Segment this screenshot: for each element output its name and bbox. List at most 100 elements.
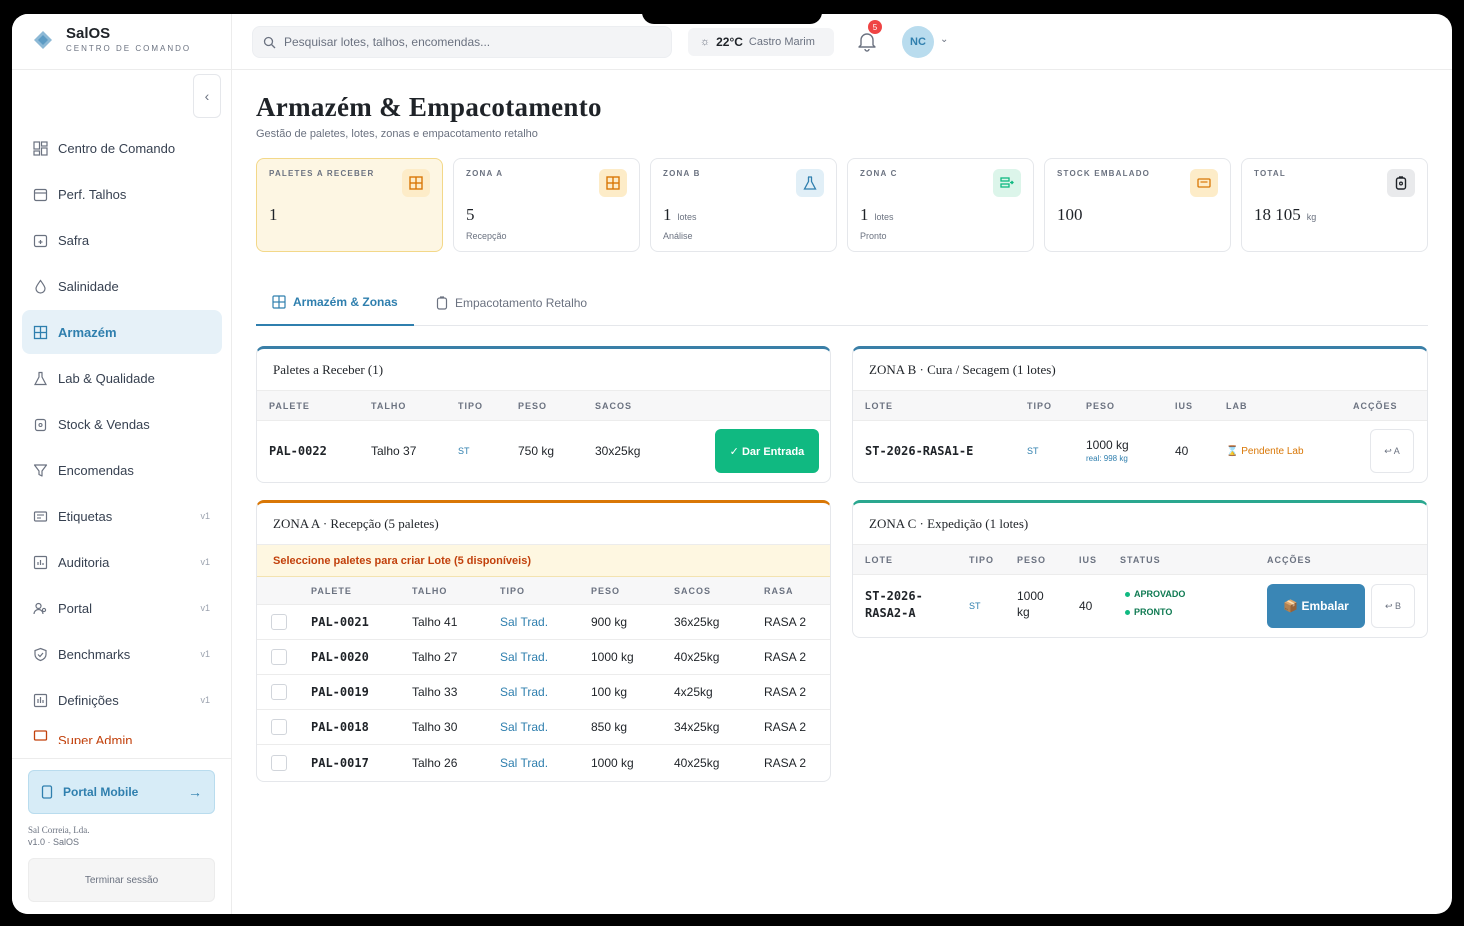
sidebar-item-salinidade[interactable]: Salinidade — [22, 264, 222, 308]
kpi-subtext: Análise — [663, 231, 693, 241]
col-talho: TALHO — [371, 400, 407, 411]
palete-id: PAL-0020 — [311, 650, 369, 664]
sidebar-item-centro-de-comando[interactable]: Centro de Comando — [22, 126, 222, 170]
sidebar-item-definicoes[interactable]: Definições v1 — [22, 678, 222, 722]
move-back-b-button[interactable]: ↩ B — [1371, 584, 1415, 628]
rasa: RASA 2 — [764, 650, 807, 664]
table-header: LOTE TIPO PESO IUS LAB ACÇÕES — [853, 391, 1427, 421]
move-back-a-button[interactable]: ↩ A — [1370, 429, 1414, 473]
chevron-left-icon: ‹ — [204, 88, 210, 104]
sidebar-item-safra[interactable]: Safra — [22, 218, 222, 262]
dar-entrada-button[interactable]: ✓ Dar Entrada — [715, 429, 819, 473]
peso: 1000 kg — [1086, 438, 1129, 452]
talho: Talho 30 — [412, 720, 458, 734]
peso: 850 kg — [591, 720, 628, 734]
kpi-number: 100 — [1057, 205, 1083, 224]
table-row: PAL-0022 Talho 37 ST 750 kg 30x25kg ✓ Da… — [257, 421, 830, 481]
brand[interactable]: SalOS CENTRO DE COMANDO — [32, 26, 191, 53]
notification-badge: 5 — [868, 20, 882, 34]
search-input[interactable]: Pesquisar lotes, talhos, encomendas... — [252, 26, 672, 58]
zona-b-panel: ZONA B · Cura / Secagem (1 lotes) LOTE T… — [852, 346, 1428, 483]
col-rasa: RASA — [764, 585, 794, 596]
status-aprovado-badge: APROVADO — [1125, 589, 1185, 599]
weather-widget: ☼ 22°C Castro Marim — [688, 28, 834, 56]
sidebar-item-perf-talhos[interactable]: Perf. Talhos — [22, 172, 222, 216]
kpi-label: ZONA C — [860, 169, 898, 178]
row-checkbox[interactable] — [271, 719, 287, 735]
sacos: 30x25kg — [595, 444, 641, 458]
rasa: RASA 2 — [764, 615, 807, 629]
portal-mobile-label: Portal Mobile — [63, 785, 139, 799]
sun-icon: ☼ — [700, 36, 711, 48]
kpi-number: 1 — [663, 205, 672, 224]
col-tipo: TIPO — [500, 585, 526, 596]
kpi-card[interactable]: STOCK EMBALADO 100 — [1044, 158, 1231, 252]
row-checkbox[interactable] — [271, 684, 287, 700]
kpi-card[interactable]: ZONA C 1 lotes Pronto — [847, 158, 1034, 252]
settings-icon — [32, 692, 48, 708]
sidebar-item-benchmarks[interactable]: Benchmarks v1 — [22, 632, 222, 676]
sidebar-item-super-admin[interactable]: Super Admin — [22, 724, 222, 744]
tab-bar: Armazém & Zonas Empacotamento Retalho — [256, 280, 1428, 326]
bell-icon[interactable] — [856, 30, 878, 52]
sidebar-item-label: Armazém — [58, 324, 117, 340]
peso: 100 kg — [591, 685, 628, 699]
tab-armazem-zonas[interactable]: Armazém & Zonas — [256, 280, 414, 326]
sidebar-footer-divider — [12, 758, 232, 759]
peso-real: real: 998 kg — [1086, 454, 1128, 463]
ius: 40 — [1079, 599, 1093, 613]
kpi-number: 1 — [269, 205, 278, 224]
sidebar-item-label: Auditoria — [58, 554, 110, 570]
logout-button[interactable]: Terminar sessão — [28, 858, 215, 902]
status-label: PRONTO — [1134, 607, 1173, 617]
panel-title: ZONA A · Recepção (5 paletes) — [257, 503, 830, 545]
portal-mobile-button[interactable]: Portal Mobile → — [28, 770, 215, 814]
sidebar-item-label: Lab & Qualidade — [58, 370, 155, 386]
row-checkbox[interactable] — [271, 614, 287, 630]
sidebar-item-label: Definições — [58, 692, 119, 708]
status-label: APROVADO — [1134, 589, 1186, 599]
sidebar-item-lab-qualidade[interactable]: Lab & Qualidade — [22, 356, 222, 400]
ius: 40 — [1175, 444, 1189, 458]
embalar-button[interactable]: 📦 Embalar — [1267, 584, 1365, 628]
table-row[interactable]: PAL-0019 Talho 33 Sal Trad. 100 kg 4x25k… — [257, 675, 830, 710]
sidebar-item-label: Safra — [58, 232, 90, 248]
sacos: 36x25kg — [674, 615, 720, 629]
table-row[interactable]: PAL-0017 Talho 26 Sal Trad. 1000 kg 40x2… — [257, 745, 830, 780]
dashboard-icon — [32, 140, 48, 156]
sidebar-item-label: Perf. Talhos — [58, 186, 127, 202]
sidebar-item-stock-vendas[interactable]: Stock & Vendas — [22, 402, 222, 446]
kpi-unit: lotes — [677, 212, 697, 222]
kpi-card[interactable]: TOTAL 18 105 kg — [1241, 158, 1428, 252]
tab-empacotamento-retalho[interactable]: Empacotamento Retalho — [420, 280, 603, 326]
sidebar-item-portal[interactable]: Portal v1 — [22, 586, 222, 630]
sidebar-item-encomendas[interactable]: Encomendas — [22, 448, 222, 492]
selection-notice: Seleccione paletes para criar Lote (5 di… — [257, 545, 830, 577]
table-row[interactable]: PAL-0018 Talho 30 Sal Trad. 850 kg 34x25… — [257, 710, 830, 745]
table-row[interactable]: PAL-0020 Talho 27 Sal Trad. 1000 kg 40x2… — [257, 640, 830, 675]
page-subtitle: Gestão de paletes, lotes, zonas e empaco… — [256, 128, 538, 140]
rasa: RASA 2 — [764, 720, 807, 734]
col-lote: LOTE — [865, 554, 893, 565]
peso-unit: kg — [1017, 605, 1030, 619]
row-checkbox[interactable] — [271, 649, 287, 665]
tipo: ST — [458, 446, 470, 456]
chevron-down-icon[interactable]: ⌄ — [940, 34, 949, 45]
sidebar-item-etiquetas[interactable]: Etiquetas v1 — [22, 494, 222, 538]
avatar[interactable]: NC — [902, 26, 934, 58]
collapse-sidebar-button[interactable]: ‹ — [193, 74, 221, 118]
kpi-subtext: Pronto — [860, 231, 887, 241]
talho: Talho 33 — [412, 685, 458, 699]
kpi-card[interactable]: ZONA B 1 lotes Análise — [650, 158, 837, 252]
kpi-card[interactable]: PALETES A RECEBER 1 — [256, 158, 443, 252]
rasa: RASA 2 — [764, 685, 807, 699]
row-checkbox[interactable] — [271, 754, 287, 771]
table-header: PALETE TALHO TIPO PESO SACOS — [257, 391, 830, 421]
sidebar-item-armazem[interactable]: Armazém — [22, 310, 222, 354]
users-icon — [32, 600, 48, 616]
sidebar-item-auditoria[interactable]: Auditoria v1 — [22, 540, 222, 584]
kpi-card[interactable]: ZONA A 5 Recepção — [453, 158, 640, 252]
col-status: STATUS — [1120, 554, 1161, 565]
palete-id: PAL-0017 — [311, 755, 369, 770]
table-row[interactable]: PAL-0021 Talho 41 Sal Trad. 900 kg 36x25… — [257, 605, 830, 640]
